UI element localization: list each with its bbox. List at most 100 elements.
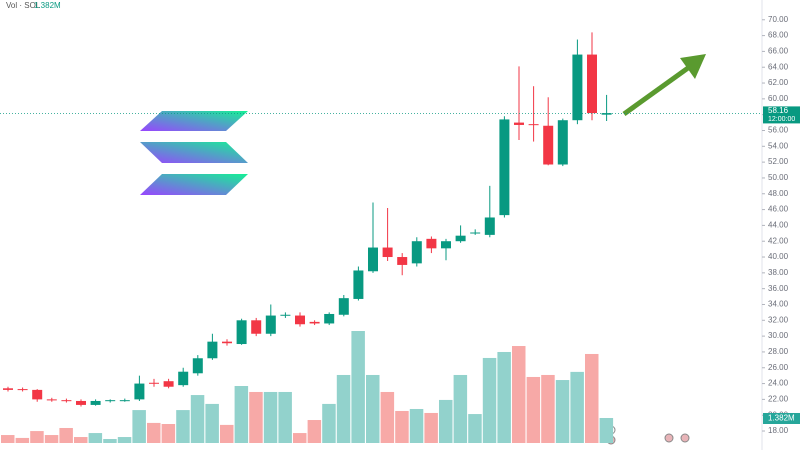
candle-body [514,122,524,125]
countdown: 12:00:00 [768,116,795,123]
candle-body [338,298,349,315]
candle-body [265,315,276,334]
volume-bar [599,417,614,443]
volume-bar [190,395,205,443]
y-tick-label: 60.00 [768,94,789,103]
volume-bar [453,374,468,443]
volume-bar [117,437,132,443]
volume-name: Vol · SOL [6,1,41,10]
candle-body [280,314,291,316]
y-tick-label: 52.00 [768,157,789,166]
volume-bar [234,386,249,443]
volume-bar [220,424,234,443]
volume-bar [176,410,190,443]
candle-body [601,113,612,115]
candle-body [251,320,262,334]
candle-body [46,399,57,401]
y-tick-label: 62.00 [768,78,789,87]
candle-body [557,120,568,165]
y-tick-label: 28.00 [768,347,789,356]
candle-body [90,400,101,405]
volume-bar [307,420,322,443]
y-tick-label: 68.00 [768,31,789,40]
y-tick-label: 56.00 [768,126,789,135]
candle-body [222,341,232,344]
y-tick-label: 24.00 [768,379,789,388]
candle-body [236,320,247,345]
candle-body [105,400,116,402]
candle-body [426,238,437,249]
logo-bar [140,174,248,195]
volume-bar [293,433,307,443]
volume-bar [1,435,15,443]
candle-body [17,389,28,391]
volume-bar [351,331,365,443]
y-tick-label: 40.00 [768,252,789,261]
candle-body [207,341,218,359]
volume-bar [147,422,161,443]
candle-body [528,124,539,126]
candle-body [178,371,189,386]
volume-bar [336,374,351,443]
arrow-shaft [622,65,690,117]
candle-body [382,247,393,258]
y-tick-label: 38.00 [768,268,789,277]
volume-bar [468,414,482,443]
candle-body [587,54,597,114]
candle-body [163,381,174,387]
candle-body [119,400,130,402]
candle-body [353,270,364,299]
candle-body [32,389,43,400]
candle-body [309,321,320,324]
volume-bar [132,410,146,443]
solana-logo [140,111,248,195]
y-tick-label: 66.00 [768,47,789,56]
candle-body [76,400,86,405]
volume-bar [395,410,409,443]
volume-bar [380,391,395,443]
volume-tag-label: 1.382M [768,414,795,423]
volume-bar [555,380,570,443]
candle-body [572,54,583,121]
arrow-head [680,54,706,79]
y-tick-label: 42.00 [768,236,789,245]
candle-body [397,257,408,265]
volume-bar [205,403,219,443]
volume-bar [439,399,453,443]
y-tick-label: 50.00 [768,173,789,182]
trend-arrow [622,54,706,117]
volume-bar [249,391,263,443]
y-tick-label: 30.00 [768,331,789,340]
candle-body [411,241,422,264]
volume-bar [424,412,438,443]
logo-bar [140,142,248,163]
candle-body [543,125,554,165]
volume-bar [278,391,292,443]
y-tick-label: 46.00 [768,205,789,214]
volume-bar [366,374,380,443]
y-tick-label: 44.00 [768,221,789,230]
volume-bar [15,437,30,443]
y-tick-label: 34.00 [768,300,789,309]
y-tick-label: 64.00 [768,62,789,71]
y-tick-label: 54.00 [768,141,789,150]
volume-bar [512,346,526,443]
y-tick-label: 22.00 [768,394,789,403]
candle-body [3,388,13,390]
event-icon[interactable] [664,433,674,443]
candle-body [134,383,145,400]
candle-body [441,241,451,249]
volume-bar [263,391,278,443]
y-tick-label: 26.00 [768,363,789,372]
price-label: 58.16 [768,106,789,115]
volume-bar [541,374,555,443]
volume-bar [482,357,497,443]
y-tick-label: 18.00 [768,426,789,435]
logo-bar [140,111,248,131]
y-tick-label: 70.00 [768,15,789,24]
volume-bar [585,353,599,443]
event-icon[interactable] [680,433,690,443]
volume-bar [322,403,336,443]
